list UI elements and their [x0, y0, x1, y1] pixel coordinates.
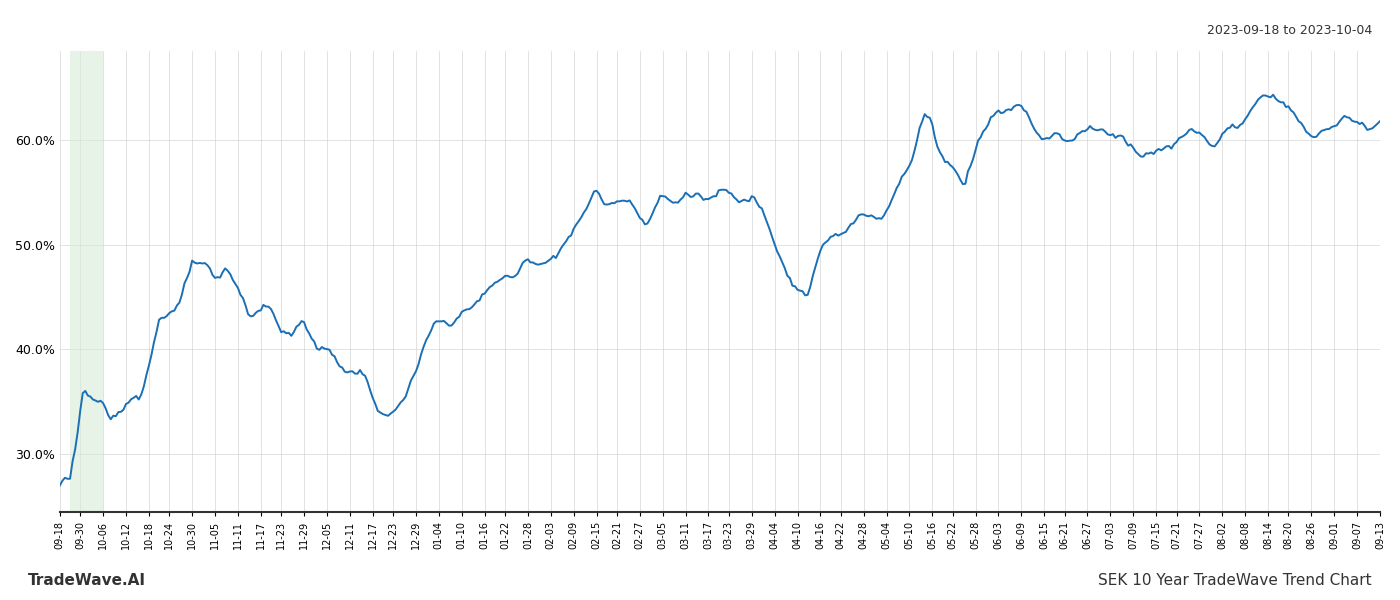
- Text: TradeWave.AI: TradeWave.AI: [28, 573, 146, 588]
- Text: 2023-09-18 to 2023-10-04: 2023-09-18 to 2023-10-04: [1207, 24, 1372, 37]
- Bar: [70, 51, 104, 512]
- Text: SEK 10 Year TradeWave Trend Chart: SEK 10 Year TradeWave Trend Chart: [1099, 573, 1372, 588]
